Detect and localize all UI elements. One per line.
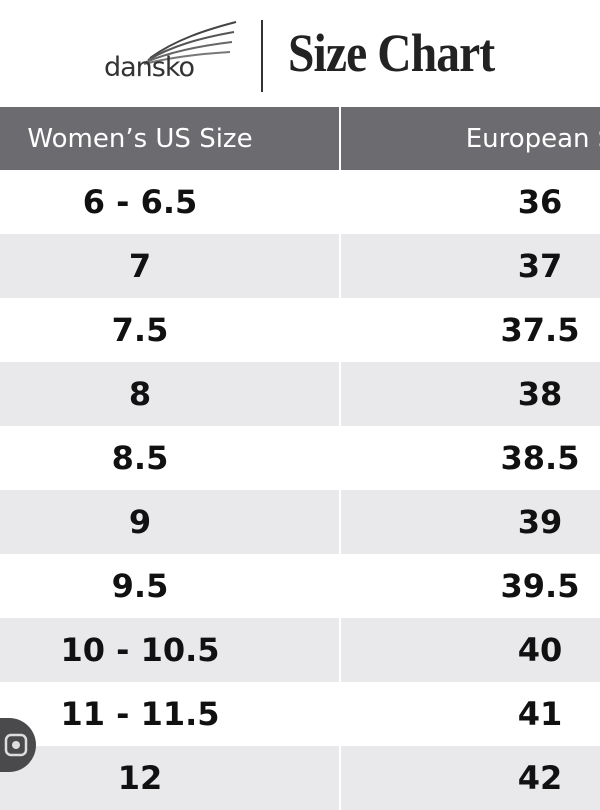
column-divider bbox=[339, 682, 341, 746]
table-cell: 11 - 11.5 bbox=[60, 695, 220, 733]
table-cell: 37.5 bbox=[500, 311, 580, 349]
column-divider bbox=[339, 234, 341, 298]
table-cell: 9 bbox=[128, 503, 152, 541]
column-divider bbox=[339, 490, 341, 554]
column-divider bbox=[339, 170, 341, 234]
table-cell: 42 bbox=[517, 759, 563, 797]
table-cell: 8.5 bbox=[111, 439, 169, 477]
column-divider bbox=[339, 426, 341, 490]
table-row: 7 37 bbox=[0, 234, 600, 298]
column-divider bbox=[339, 362, 341, 426]
table-row: 6 - 6.5 36 bbox=[0, 170, 600, 234]
table-row: 10 - 10.5 40 bbox=[0, 618, 600, 682]
table-cell: 10 - 10.5 bbox=[60, 631, 220, 669]
table-cell: 12 bbox=[117, 759, 163, 797]
table-cell: 41 bbox=[517, 695, 563, 733]
column-header: Women’s US Size bbox=[27, 123, 253, 154]
divider bbox=[261, 20, 263, 92]
table-cell: 37 bbox=[517, 247, 563, 285]
table-row: 9 39 bbox=[0, 490, 600, 554]
table-row: 11 - 11.5 41 bbox=[0, 682, 600, 746]
column-divider bbox=[339, 107, 341, 170]
header: dansko Size Chart bbox=[0, 0, 600, 107]
table-cell: 38.5 bbox=[500, 439, 580, 477]
header-row: Women’s US Size European S bbox=[0, 107, 600, 170]
table-row: 7.5 37.5 bbox=[0, 298, 600, 362]
lens-icon bbox=[4, 733, 28, 757]
column-divider bbox=[339, 298, 341, 362]
table-row: 8 38 bbox=[0, 362, 600, 426]
table-cell: 7 bbox=[128, 247, 152, 285]
column-divider bbox=[339, 618, 341, 682]
table-cell: 36 bbox=[517, 183, 563, 221]
table-cell: 9.5 bbox=[111, 567, 169, 605]
table-cell: 8 bbox=[128, 375, 152, 413]
size-table: Women’s US Size European S 6 - 6.5 36 7 37 7.5… bbox=[0, 107, 600, 810]
table-row: 12 42 bbox=[0, 746, 600, 810]
table-row: 9.5 39.5 bbox=[0, 554, 600, 618]
table-cell: 39 bbox=[517, 503, 563, 541]
lens-button[interactable] bbox=[0, 718, 36, 772]
table-cell: 7.5 bbox=[111, 311, 169, 349]
logo-wings bbox=[143, 21, 237, 65]
table-row: 8.5 38.5 bbox=[0, 426, 600, 490]
column-divider bbox=[339, 746, 341, 810]
table-cell: 40 bbox=[517, 631, 563, 669]
table-cell: 6 - 6.5 bbox=[82, 183, 198, 221]
column-header: European S bbox=[465, 123, 600, 154]
table-cell: 38 bbox=[517, 375, 563, 413]
table-cell: 39.5 bbox=[500, 567, 580, 605]
column-divider bbox=[339, 554, 341, 618]
title: Size Chart bbox=[288, 23, 495, 83]
logo: dansko bbox=[104, 52, 195, 83]
